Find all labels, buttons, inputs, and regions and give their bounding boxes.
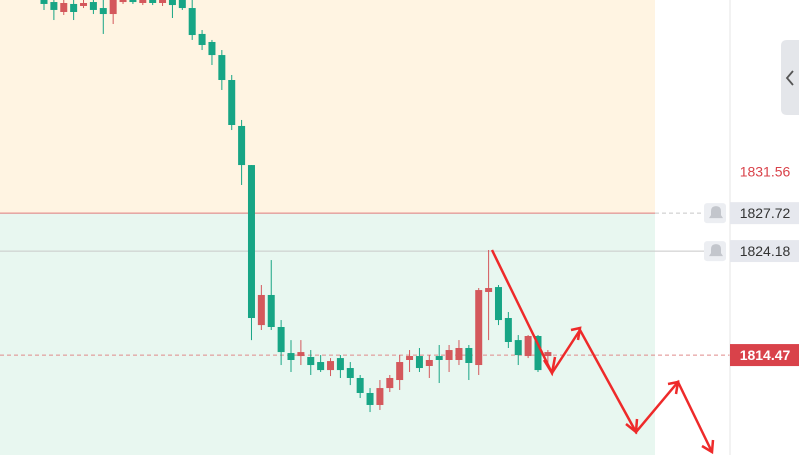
zone-above bbox=[0, 0, 655, 214]
price-label: 1814.47 bbox=[740, 347, 791, 363]
candle-body bbox=[435, 356, 443, 360]
price-label: 1827.72 bbox=[740, 205, 791, 221]
zones bbox=[0, 0, 655, 455]
candle-body bbox=[60, 2, 68, 12]
price-label-bg bbox=[730, 240, 799, 263]
candle-body bbox=[149, 0, 157, 3]
candle-body bbox=[40, 0, 48, 4]
candle-body bbox=[366, 392, 374, 405]
candle-body bbox=[445, 350, 453, 360]
candle-body bbox=[218, 55, 226, 81]
candle-body bbox=[415, 356, 423, 369]
candle-body bbox=[386, 377, 394, 389]
collapse-button[interactable] bbox=[781, 40, 799, 115]
candles bbox=[40, 0, 552, 413]
candle-body bbox=[80, 2, 88, 6]
candle-body bbox=[228, 80, 236, 125]
candle-body bbox=[188, 8, 196, 36]
bell-icon bbox=[709, 206, 723, 219]
forecast-arrow bbox=[490, 249, 715, 455]
price-label-bg bbox=[730, 344, 799, 367]
candle-body bbox=[544, 352, 552, 357]
candle-body bbox=[327, 361, 335, 371]
candle-body bbox=[238, 125, 246, 166]
candle-body bbox=[356, 377, 364, 393]
candle-body bbox=[485, 288, 493, 292]
candle-body bbox=[406, 356, 414, 360]
candle-body bbox=[307, 356, 315, 366]
price-lines bbox=[0, 212, 730, 356]
candle-body bbox=[119, 0, 127, 3]
candle-body bbox=[514, 340, 522, 356]
candle-body bbox=[70, 3, 78, 12]
candle-body bbox=[99, 8, 107, 15]
candle-body bbox=[336, 358, 344, 371]
candle-body bbox=[129, 0, 137, 3]
candle-body bbox=[89, 2, 97, 10]
candle-body bbox=[168, 0, 176, 6]
zone-below bbox=[0, 213, 655, 455]
candle-body bbox=[534, 336, 542, 371]
bell-icon bbox=[709, 244, 723, 257]
candle-body bbox=[504, 318, 512, 342]
candle-body bbox=[208, 41, 216, 56]
candle-body bbox=[297, 352, 305, 357]
candle-body bbox=[346, 368, 354, 378]
candle-body bbox=[198, 33, 206, 45]
candle-body bbox=[109, 0, 117, 15]
candle-body bbox=[475, 290, 483, 366]
candle-body bbox=[267, 294, 275, 328]
price-labels: 1831.56 1827.72 1824.18 1814.47 bbox=[704, 164, 799, 367]
candle-body bbox=[425, 359, 433, 366]
candle-body bbox=[287, 353, 295, 360]
price-label: 1831.56 bbox=[740, 164, 791, 180]
candle-body bbox=[50, 2, 58, 10]
candle-body bbox=[257, 294, 265, 326]
candle-body bbox=[455, 347, 463, 360]
candle-body bbox=[247, 165, 255, 319]
candle-body bbox=[159, 0, 167, 3]
candle-body bbox=[178, 0, 186, 9]
candle-body bbox=[139, 0, 147, 3]
candle-body bbox=[465, 347, 473, 363]
candle-body bbox=[317, 362, 325, 371]
candle-body bbox=[396, 362, 404, 381]
candle-body bbox=[494, 287, 502, 321]
price-label: 1824.18 bbox=[740, 243, 791, 259]
candle-body bbox=[277, 327, 285, 353]
price-label-bg bbox=[730, 202, 799, 225]
candle-body bbox=[376, 388, 384, 405]
candle-body bbox=[524, 336, 532, 357]
